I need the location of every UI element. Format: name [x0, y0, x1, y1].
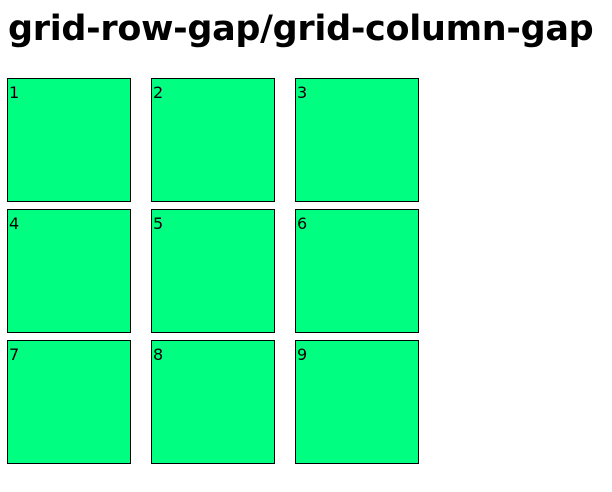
- grid-cell: 4: [7, 209, 131, 333]
- grid-cell: 9: [295, 340, 419, 464]
- grid-cell: 5: [151, 209, 275, 333]
- grid-cell-label: 7: [9, 345, 20, 364]
- grid-cell: 3: [295, 78, 419, 202]
- grid-cell-label: 6: [297, 214, 308, 233]
- grid-cell: 7: [7, 340, 131, 464]
- page-title: grid-row-gap/grid-column-gap: [8, 9, 594, 49]
- grid-container: 1 2 3 4 5 6 7 8 9: [7, 78, 419, 464]
- grid-cell-label: 9: [297, 345, 308, 364]
- grid-cell-label: 5: [153, 214, 164, 233]
- grid-cell: 6: [295, 209, 419, 333]
- grid-cell: 1: [7, 78, 131, 202]
- grid-cell: 8: [151, 340, 275, 464]
- grid-cell: 2: [151, 78, 275, 202]
- grid-cell-label: 4: [9, 214, 20, 233]
- grid-cell-label: 3: [297, 83, 308, 102]
- grid-cell-label: 8: [153, 345, 164, 364]
- grid-cell-label: 1: [9, 83, 20, 102]
- grid-cell-label: 2: [153, 83, 164, 102]
